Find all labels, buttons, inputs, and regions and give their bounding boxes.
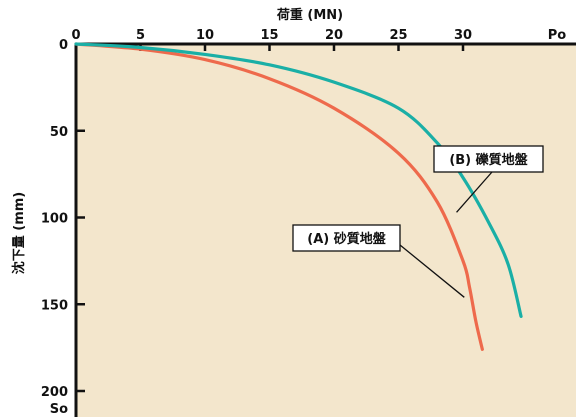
x-tick-label: 30 bbox=[454, 28, 472, 43]
x-tick-label: 25 bbox=[389, 28, 407, 43]
callout-label-a: (A) 砂質地盤 bbox=[307, 231, 386, 247]
plot-layer: 0 5 10 15 20 25 30 Po 0 50 100 150 200 So 荷重 (MN) 沈下量 (… bbox=[11, 7, 576, 417]
callout-label-b: (B) 礫質地盤 bbox=[449, 152, 528, 168]
x-tick-label: 0 bbox=[71, 28, 80, 43]
callout-leader-a bbox=[399, 244, 465, 298]
x-tick-label: 10 bbox=[196, 28, 214, 43]
series-line-b bbox=[74, 42, 523, 318]
y-axis-title: 沈下量 (mm) bbox=[11, 192, 27, 275]
y-tick-label: 150 bbox=[41, 298, 68, 313]
x-tick-label: 20 bbox=[325, 28, 343, 43]
callout-box-a bbox=[292, 224, 401, 252]
y-tick-label: 100 bbox=[41, 212, 68, 227]
x-axis-end-label: Po bbox=[548, 28, 567, 43]
y-axis-end-label: So bbox=[50, 402, 68, 417]
y-tick-label: 200 bbox=[41, 385, 68, 400]
series-line-a bbox=[74, 42, 484, 351]
y-tick-label: 50 bbox=[50, 125, 68, 140]
x-tick-label: 5 bbox=[136, 28, 145, 43]
x-axis-title: 荷重 (MN) bbox=[276, 7, 343, 23]
x-tick-label: 15 bbox=[260, 28, 278, 43]
y-tick-label: 0 bbox=[59, 38, 68, 53]
callout-box-b bbox=[433, 145, 544, 173]
callout-leader-b bbox=[456, 171, 493, 213]
